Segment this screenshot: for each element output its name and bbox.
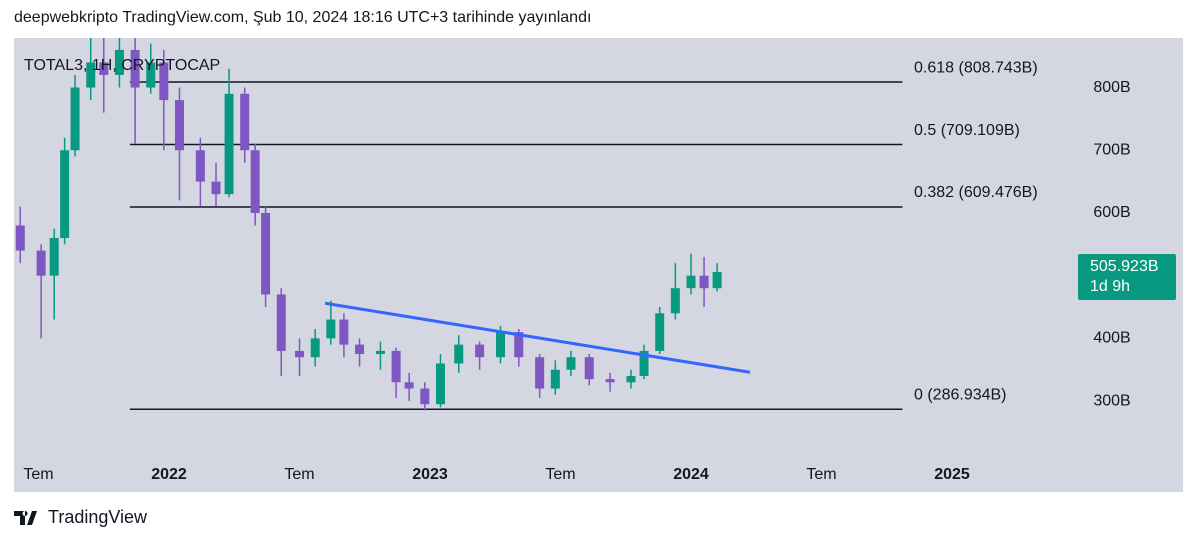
x-tick-label: Tem <box>806 466 836 483</box>
candle-body <box>550 369 560 389</box>
candle-body <box>15 225 25 251</box>
fib-level-label: 0.618 (808.743B) <box>914 59 1038 76</box>
candle-body <box>295 350 305 358</box>
candle-body <box>655 313 665 351</box>
candle-body <box>86 62 96 88</box>
candle-body <box>626 375 636 383</box>
plot <box>15 38 903 411</box>
brand-logo <box>14 511 37 525</box>
candle-body <box>310 338 320 358</box>
candle-body <box>60 150 70 239</box>
candle-body <box>670 288 680 314</box>
candle-body <box>495 332 505 358</box>
candle-body <box>699 275 709 289</box>
candle-body <box>375 350 385 355</box>
fib-level-label: 0.382 (609.476B) <box>914 184 1038 201</box>
candle-body <box>114 49 124 75</box>
candle-body <box>261 212 271 295</box>
candle-body <box>391 350 401 383</box>
last-price-badge <box>1078 253 1176 300</box>
candle-body <box>99 62 109 75</box>
candle-body <box>36 250 46 276</box>
y-tick-label: 800B <box>1093 79 1130 96</box>
brand-name: TradingView <box>48 507 148 527</box>
candle-body <box>250 150 260 213</box>
x-tick-label: 2024 <box>673 466 709 483</box>
plot-background <box>14 38 1183 492</box>
candle-body <box>224 93 234 195</box>
candle-body <box>276 294 286 351</box>
candle-body <box>159 62 169 101</box>
countdown-label: 1d 9h <box>1090 278 1130 295</box>
candle-body <box>195 150 205 182</box>
candle-body <box>475 344 485 358</box>
publish-header: deepwebkripto TradingView.com, Şub 10, 2… <box>14 9 591 26</box>
last-price-label: 505.923B <box>1090 258 1159 275</box>
fib-level-label: 0.5 (709.109B) <box>914 122 1020 139</box>
candle-body <box>454 344 464 364</box>
candle-body <box>174 100 184 151</box>
candle-body <box>712 271 722 289</box>
candle-body <box>339 319 349 345</box>
candle-body <box>355 344 365 355</box>
candle-body <box>420 388 430 405</box>
y-tick-label: 700B <box>1093 141 1130 158</box>
candle-body <box>584 357 594 380</box>
candle-body <box>639 350 649 376</box>
x-tick-label: 2025 <box>934 466 970 483</box>
fib-level-label: 0 (286.934B) <box>914 386 1007 403</box>
candle-body <box>435 363 445 405</box>
trendline <box>324 301 751 374</box>
candle-body <box>130 49 140 88</box>
x-tick-label: 2023 <box>412 466 448 483</box>
candle-body <box>566 357 576 370</box>
candle-body <box>240 93 250 151</box>
candle-body <box>605 379 615 383</box>
y-tick-label: 600B <box>1093 204 1130 221</box>
x-tick-label: Tem <box>545 466 575 483</box>
candle-body <box>146 62 156 88</box>
candle-body <box>514 332 524 358</box>
candle-body <box>326 319 336 339</box>
x-tick-label: Tem <box>284 466 314 483</box>
x-tick-label: Tem <box>23 466 53 483</box>
candle-body <box>404 382 414 389</box>
candle-body <box>686 275 696 289</box>
brand: TradingView <box>14 507 148 527</box>
y-tick-label: 300B <box>1093 392 1130 409</box>
x-tick-label: 2022 <box>151 466 187 483</box>
candle-body <box>49 238 59 276</box>
candle-body <box>535 357 545 389</box>
y-tick-label: 400B <box>1093 330 1130 347</box>
symbol-title: TOTAL3, 1H, CRYPTOCAP <box>24 57 220 74</box>
candle-body <box>211 181 221 195</box>
candle-body <box>70 87 80 151</box>
